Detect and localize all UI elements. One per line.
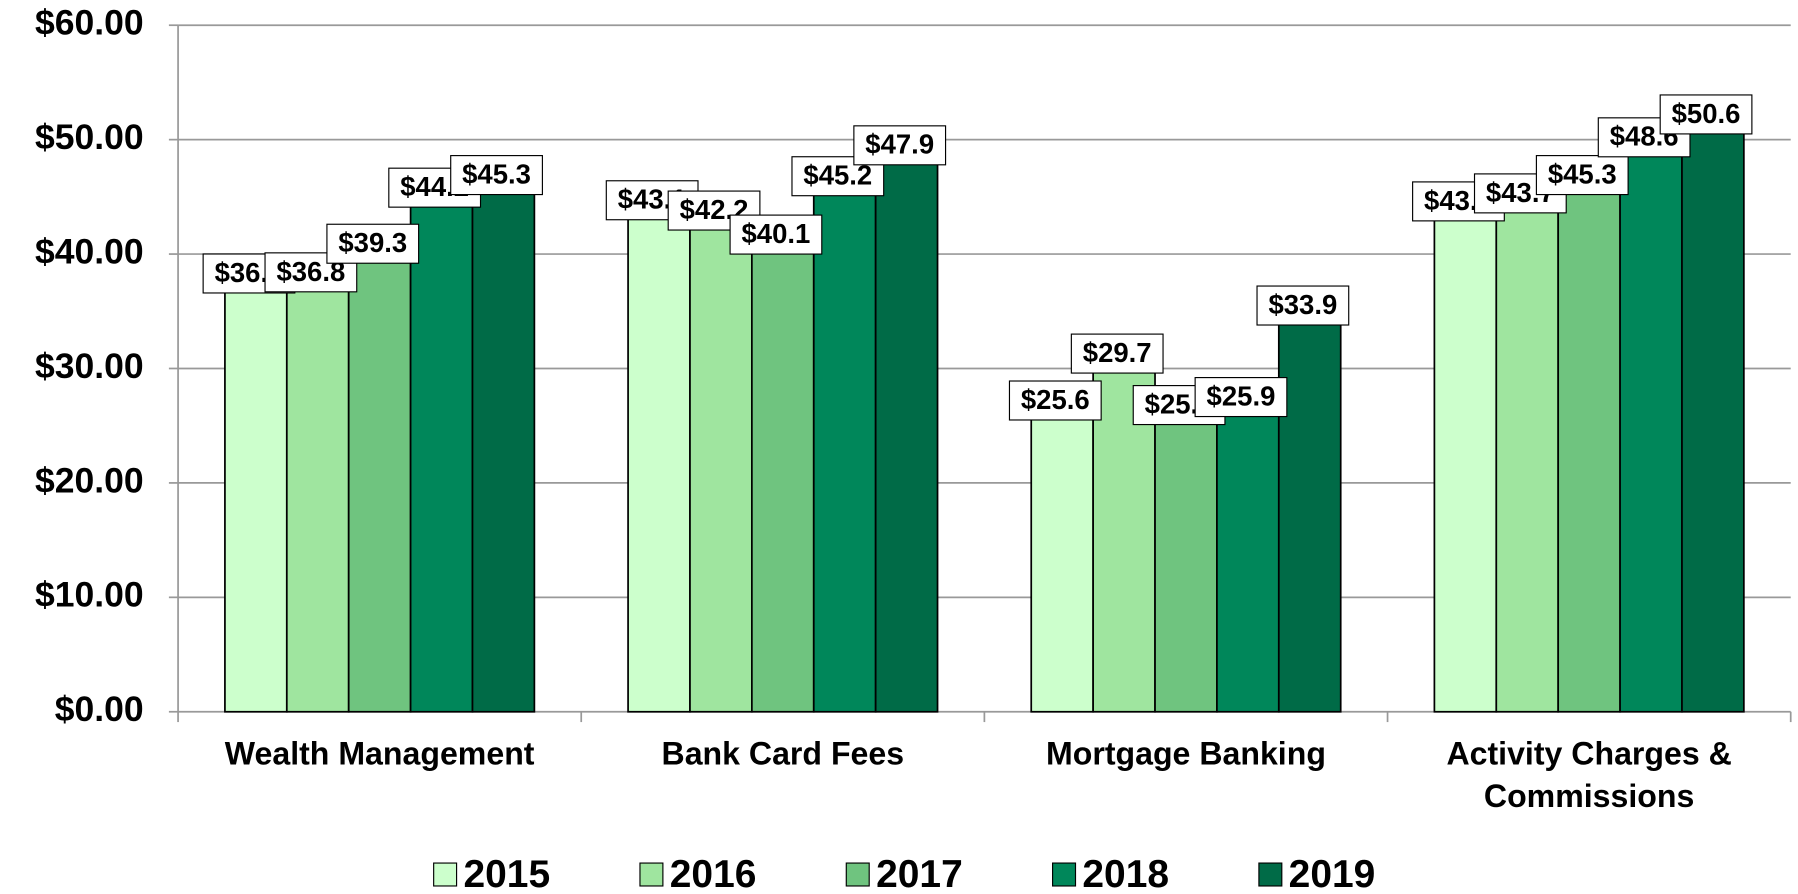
x-label-box: Activity Charges & Commissions [1446,735,1732,814]
y-tick-label: $60.00 [35,3,144,43]
bar [689,228,753,713]
value-label-box [1070,333,1164,374]
legend-label: 2019 [1289,853,1376,894]
legend-label: 2017 [876,853,963,894]
bar [627,217,691,713]
legend-label: 2015 [463,853,550,894]
value-label: $47.9 [865,129,934,160]
value-label: $50.6 [1672,98,1741,129]
y-tick-label: $20.00 [35,460,144,500]
legend-swatch [1052,862,1077,887]
value-label: $33.9 [1268,289,1337,320]
bar [1154,422,1218,713]
bar [1216,414,1280,713]
y-tick-label: $30.00 [35,346,144,386]
x-tick-label: Activity Charges & Commissions [1446,735,1732,814]
x-tick-label: Mortgage Banking [1045,735,1326,772]
value-label: $25.6 [1021,384,1090,415]
x-tick-label: Bank Card Fees [661,735,905,772]
y-tick-label: $10.00 [35,575,144,615]
value-label-box [1535,155,1629,196]
legend-swatch [1258,862,1283,887]
value-label-box [853,125,947,166]
bar [409,205,474,713]
bar [751,252,815,713]
value-label: $29.7 [1083,337,1152,368]
bar [1495,210,1560,713]
bar [471,192,536,713]
value-label-box [1256,285,1350,326]
bar [285,289,350,713]
legend-swatch [433,862,458,887]
x-label-box: Bank Card Fees [661,735,905,772]
bar [1277,323,1342,713]
bar [874,162,939,713]
value-label-box [1194,377,1288,418]
value-label-box [1659,94,1753,135]
x-tick-label: Wealth Management [224,735,535,772]
value-label-box [326,223,420,264]
legend-swatch [845,862,870,887]
bar [1619,154,1683,713]
legend-label: 2018 [1082,853,1169,894]
value-label: $25.9 [1207,380,1276,411]
y-tick-label: $50.00 [35,117,144,157]
bar [1433,218,1498,713]
bar [224,290,288,713]
x-label-box: Mortgage Banking [1045,735,1326,772]
value-label: $40.1 [742,218,811,249]
x-label-box: Wealth Management [224,735,535,772]
value-label-box [450,155,543,196]
y-tick-label: $0.00 [55,689,144,729]
value-label-box [1008,380,1102,421]
value-label: $39.3 [338,227,407,258]
bar [812,193,877,713]
bar [1030,417,1094,713]
value-label-box [729,214,823,255]
bar [1681,131,1745,713]
legend-swatch [639,862,664,887]
bar [347,261,412,713]
y-tick-label: $40.00 [35,231,144,271]
value-label: $45.3 [1548,158,1617,189]
bar [1092,371,1156,713]
legend-label: 2016 [670,853,757,894]
bar [1557,192,1621,713]
value-label: $45.3 [462,158,531,189]
